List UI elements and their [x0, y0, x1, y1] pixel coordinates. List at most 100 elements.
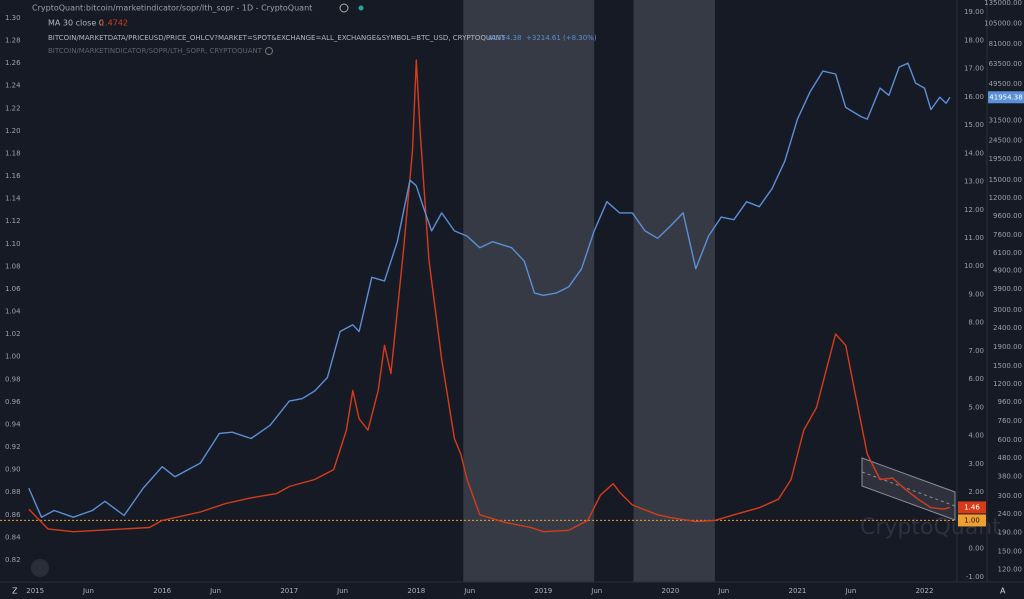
- y2ticks-label: 10.00: [964, 262, 984, 270]
- y3ticks-label: 31500.00: [989, 116, 1022, 124]
- y2ticks-label: 5.00: [968, 403, 984, 411]
- y3ticks-label: 1200.00: [993, 380, 1022, 388]
- y2ticks-label: 15.00: [964, 121, 984, 129]
- y3ticks-label: 150.00: [998, 548, 1023, 556]
- yticks-label: 0.86: [5, 511, 21, 519]
- y3ticks-label: 81000.00: [989, 40, 1022, 48]
- y2ticks-label: 18.00: [964, 36, 984, 44]
- x-tick-label: 2020: [661, 587, 679, 595]
- yticks-label: 0.96: [5, 398, 21, 406]
- yticks-label: 1.14: [5, 195, 21, 203]
- yticks-label: 1.00: [5, 353, 21, 361]
- x-tick-label: 2017: [280, 587, 298, 595]
- y3ticks-label: 105000.00: [984, 19, 1022, 27]
- y3ticks-label: 63500.00: [989, 60, 1022, 68]
- y2ticks-label: 17.00: [964, 65, 984, 73]
- yticks-label: 1.26: [5, 59, 21, 67]
- yticks-label: 0.92: [5, 443, 21, 451]
- y2ticks-label: 0.00: [968, 545, 984, 553]
- y3ticks-label: 3900.00: [993, 285, 1022, 293]
- eye-icon[interactable]: [339, 3, 349, 13]
- value-badge-text: 1.46: [964, 503, 980, 511]
- legend-entry: MA 30 close 0: [48, 19, 104, 28]
- y2ticks-label: 9.00: [968, 290, 984, 298]
- chart-title: CryptoQuant:bitcoin/marketindicator/sopr…: [32, 4, 312, 13]
- x-tick-label: Jun: [463, 587, 475, 595]
- y3ticks-label: 4900.00: [993, 266, 1022, 274]
- x-tick-label: Jun: [209, 587, 221, 595]
- trend-mid: [861, 471, 956, 507]
- legend-value: 1.4742: [100, 19, 128, 28]
- y2ticks-label: -1.00: [966, 573, 984, 581]
- yticks-label: 1.30: [5, 14, 21, 22]
- yticks-label: 1.06: [5, 285, 21, 293]
- yticks-label: 1.20: [5, 127, 21, 135]
- y3ticks-label: 9600.00: [993, 212, 1022, 220]
- plot: [0, 59, 955, 533]
- y2ticks-label: 8.00: [968, 319, 984, 327]
- y2ticks-label: 14.00: [964, 149, 984, 157]
- y2ticks-label: 13.00: [964, 178, 984, 186]
- shaded-range: [463, 0, 595, 582]
- x-tick-label: 2021: [789, 587, 807, 595]
- yticks-label: 0.90: [5, 466, 21, 474]
- yticks-label: 1.24: [5, 82, 21, 90]
- x-tick-label: Jun: [717, 587, 729, 595]
- x-tick-label: Jun: [82, 587, 94, 595]
- value-badge: [958, 514, 986, 527]
- yticks-label: 1.10: [5, 240, 21, 248]
- yticks-label: 1.28: [5, 37, 21, 45]
- shaded-range: [633, 0, 715, 582]
- y3ticks-label: 960.00: [998, 398, 1023, 406]
- y2ticks-label: 2.00: [968, 488, 984, 496]
- legend-change: +3214.61 (+8.30%): [526, 34, 597, 42]
- y3ticks-label: 300.00: [998, 492, 1023, 500]
- y3ticks-label: 190.00: [998, 529, 1023, 537]
- y2ticks-label: 6.00: [968, 375, 984, 383]
- yticks-label: 0.82: [5, 556, 21, 564]
- yticks-label: 0.84: [5, 533, 21, 541]
- y2ticks-label: 3.00: [968, 460, 984, 468]
- logo-button[interactable]: [31, 559, 49, 577]
- yticks-label: 1.12: [5, 217, 21, 225]
- y3ticks-label: 15000.00: [989, 176, 1022, 184]
- status-dot: [358, 5, 364, 11]
- yticks-label: 0.94: [5, 420, 21, 428]
- x-tick-label: 2022: [916, 587, 934, 595]
- x-tick-label: 2019: [534, 587, 552, 595]
- y3ticks-label: 1900.00: [993, 343, 1022, 351]
- yticks-label: 0.98: [5, 375, 21, 383]
- yticks-label: 1.04: [5, 308, 21, 316]
- y3ticks-label: 1500.00: [993, 362, 1022, 370]
- y2ticks-label: 4.00: [968, 432, 984, 440]
- yticks-label: 1.22: [5, 104, 21, 112]
- button[interactable]: A: [1000, 587, 1006, 596]
- y3ticks-label: 7600.00: [993, 231, 1022, 239]
- y3ticks-label: 600.00: [998, 436, 1023, 444]
- yticks-label: 1.18: [5, 149, 21, 157]
- value-badge: [958, 501, 986, 514]
- y2ticks-label: 16.00: [964, 93, 984, 101]
- y3ticks-label: 480.00: [998, 454, 1023, 462]
- legend-value: 41954.38: [488, 34, 521, 42]
- yticks-label: 1.16: [5, 172, 21, 180]
- y3ticks-label: 6100.00: [993, 249, 1022, 257]
- y3ticks-label: 3000.00: [993, 306, 1022, 314]
- shaded-layer: [463, 0, 715, 582]
- button[interactable]: Z: [12, 587, 18, 596]
- eye-icon[interactable]: [265, 47, 273, 55]
- legend-entry: BITCOIN/MARKETINDICATOR/SOPR/LTH_SOPR, C…: [48, 47, 263, 55]
- y3ticks-label: 760.00: [998, 417, 1023, 425]
- series-line: [28, 62, 951, 518]
- series-line: [28, 59, 951, 533]
- x-tick-label: 2016: [153, 587, 171, 595]
- x-tick-label: Jun: [590, 587, 602, 595]
- value-badge-text: 1.00: [964, 516, 980, 524]
- y3ticks-label: 19500.00: [989, 155, 1022, 163]
- x-tick-label: 2015: [26, 587, 44, 595]
- y3ticks-label: 380.00: [998, 473, 1023, 481]
- y3ticks-label: 12000.00: [989, 194, 1022, 202]
- yticks-label: 1.08: [5, 262, 21, 270]
- y3ticks-label: 135000.00: [984, 0, 1022, 7]
